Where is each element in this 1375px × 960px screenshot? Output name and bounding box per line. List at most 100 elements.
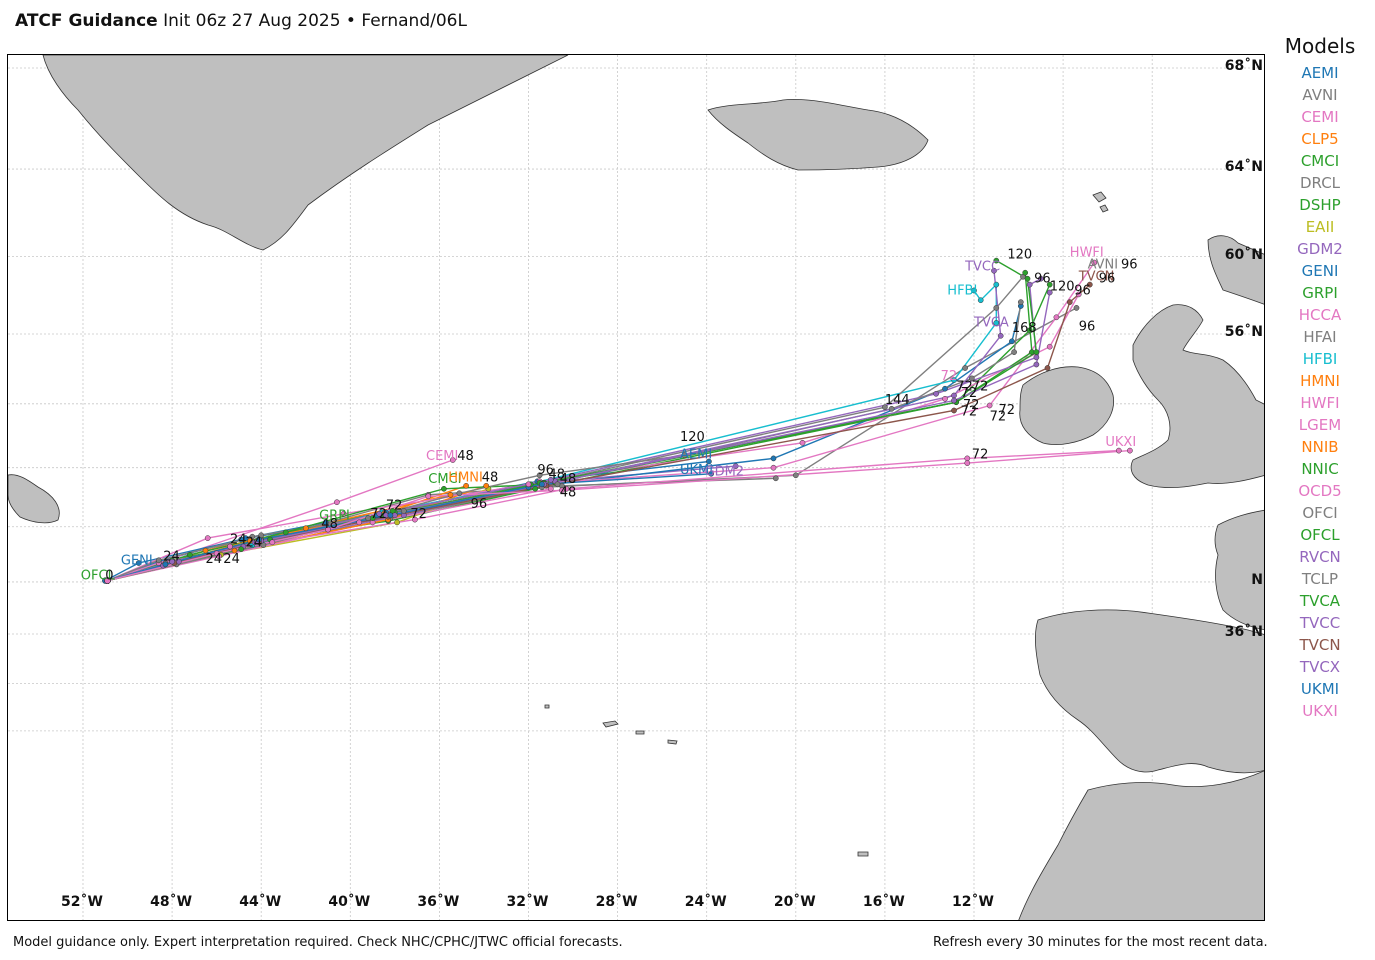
track-label: TVCN	[1078, 270, 1115, 285]
forecast-point-geni	[135, 560, 142, 566]
legend-item-rvcn[interactable]: RVCN	[1299, 548, 1341, 566]
legend-item-hwfi[interactable]: HWFI	[1300, 394, 1340, 412]
refresh-note: Refresh every 30 minutes for the most re…	[933, 935, 1268, 950]
forecast-point-geni	[770, 455, 777, 462]
legend-item-geni[interactable]: GENI	[1301, 262, 1339, 280]
legend-item-gdm2[interactable]: GDM2	[1297, 240, 1343, 258]
legend-item-hcca[interactable]: HCCA	[1298, 306, 1342, 324]
forecast-point-clp5	[302, 525, 309, 532]
forecast-point-hwfi	[340, 510, 347, 517]
legend-item-tvcc[interactable]: TVCC	[1299, 614, 1341, 632]
forecast-point-ocd5	[269, 539, 276, 546]
longitude-label: 40˚W	[328, 894, 371, 910]
forecast-point-rvcn	[1026, 281, 1033, 288]
legend-item-hfbi[interactable]: HFBI	[1302, 350, 1338, 368]
forecast-point-ukxi	[425, 493, 432, 500]
legend-item-ocd5[interactable]: OCD5	[1298, 482, 1342, 500]
track-label: 72	[961, 386, 978, 401]
legend-item-tvcx[interactable]: TVCX	[1299, 658, 1341, 676]
track-label: HWFI	[1070, 246, 1104, 261]
longitude-label: 48˚W	[150, 894, 193, 910]
forecast-point-avni	[792, 472, 799, 479]
track-label: 168	[1012, 321, 1037, 336]
legend-item-avni[interactable]: AVNI	[1302, 86, 1338, 104]
forecast-point-geni	[238, 536, 245, 543]
legend-item-ofcl[interactable]: OFCL	[1300, 526, 1340, 544]
track-label: 96	[1074, 283, 1091, 298]
scandinavia-land	[1207, 235, 1264, 305]
track-hwfi	[107, 262, 1095, 582]
legend-item-ukmi[interactable]: UKMI	[1300, 680, 1340, 698]
forecast-point-tvca	[1024, 275, 1031, 282]
legend-item-ukxi[interactable]: UKXI	[1302, 702, 1338, 720]
track-label: 72	[963, 398, 980, 413]
track-label: 72	[941, 369, 958, 384]
legend-item-hmni[interactable]: HMNI	[1300, 372, 1340, 390]
forecast-point-grpi	[187, 551, 193, 558]
longitude-label: 24˚W	[684, 894, 727, 910]
track-label: TVCC	[964, 260, 1000, 275]
forecast-point-cmci	[1046, 281, 1053, 288]
forecast-point-hcca	[942, 395, 948, 402]
forecast-point-ukmi	[162, 561, 169, 568]
forecast-point-tvcx	[951, 397, 957, 404]
track-label: OFCL	[81, 568, 116, 583]
forecast-point-tclp	[536, 472, 543, 479]
track-label: 96	[1099, 272, 1116, 287]
legend-item-tclp[interactable]: TCLP	[1301, 570, 1339, 588]
track-label: 72	[972, 447, 989, 462]
track-label: 120	[680, 430, 705, 445]
forecast-point-hfbi	[977, 297, 984, 304]
legend-item-tvca[interactable]: TVCA	[1299, 592, 1341, 610]
track-label: 144	[885, 393, 910, 408]
forecast-point-hwfi	[986, 402, 993, 409]
latitude-label: 68˚N	[1224, 58, 1263, 74]
track-label: 72	[961, 404, 978, 419]
forecast-point-hcca	[1075, 291, 1082, 298]
legend-item-aemi[interactable]: AEMI	[1301, 64, 1339, 82]
forecast-point-tclp	[1011, 349, 1017, 355]
legend-item-cemi[interactable]: CEMI	[1301, 108, 1339, 126]
legend-item-cmci[interactable]: CMCI	[1300, 152, 1340, 170]
legend-item-nnic[interactable]: NNIC	[1301, 460, 1339, 478]
legend-item-lgem[interactable]: LGEM	[1298, 416, 1342, 434]
forecast-point-ofci	[155, 557, 162, 564]
track-label: 72	[990, 409, 1007, 424]
forecast-point-ukxi	[104, 577, 111, 584]
legend-item-hfai[interactable]: HFAI	[1303, 328, 1337, 346]
legend-item-clp5[interactable]: CLP5	[1301, 130, 1339, 148]
track-label: GENI	[121, 553, 153, 568]
forecast-point-hfbi	[971, 287, 977, 294]
track-label: UKMI	[680, 463, 713, 478]
track-label: CEMI	[426, 449, 458, 464]
track-label: 48	[560, 472, 577, 487]
scotland-land	[1130, 304, 1264, 489]
forecast-point-nnib	[231, 547, 238, 554]
track-label: 72	[999, 403, 1016, 418]
forecast-point-tclp	[681, 452, 688, 459]
forecast-point-ofcl	[1022, 269, 1029, 276]
legend-item-nnib[interactable]: NNIB	[1301, 438, 1339, 456]
legend-item-dshp[interactable]: DSHP	[1299, 196, 1341, 214]
guidance-map[interactable]: CEMI 48 96 120 144 AEMI UKMI GDM2 CMCI HMNI 48 48 48…	[7, 54, 1265, 921]
forecast-point-hcca	[1046, 343, 1053, 350]
forecast-point-hfbi	[993, 281, 1000, 288]
legend-list: AEMI AVNI CEMI CLP5 CMCI DRCL DSHP EAII GDM2 GENI…	[1278, 62, 1362, 722]
forecast-points	[102, 257, 1133, 584]
legend-item-grpi[interactable]: GRPI	[1302, 284, 1338, 302]
forecast-point-tvca	[993, 257, 1000, 264]
track-label: 48	[457, 449, 474, 464]
legend-item-ofci[interactable]: OFCI	[1302, 504, 1338, 522]
forecast-point-cemi	[334, 499, 340, 506]
forecast-point-hcca	[227, 543, 233, 550]
track-label: 96	[1034, 272, 1051, 287]
forecast-point-aemi	[706, 458, 712, 465]
legend-item-drcl[interactable]: DRCL	[1299, 174, 1341, 192]
forecast-point-avni	[1073, 305, 1080, 311]
track-label: 72	[410, 507, 427, 522]
legend-item-eaii[interactable]: EAII	[1305, 218, 1335, 236]
legend-item-tvcn[interactable]: TVCN	[1299, 636, 1341, 654]
forecast-point-ukxi	[325, 526, 331, 533]
forecast-point-tvcn	[951, 407, 957, 414]
forecast-point-hmni	[463, 482, 469, 489]
